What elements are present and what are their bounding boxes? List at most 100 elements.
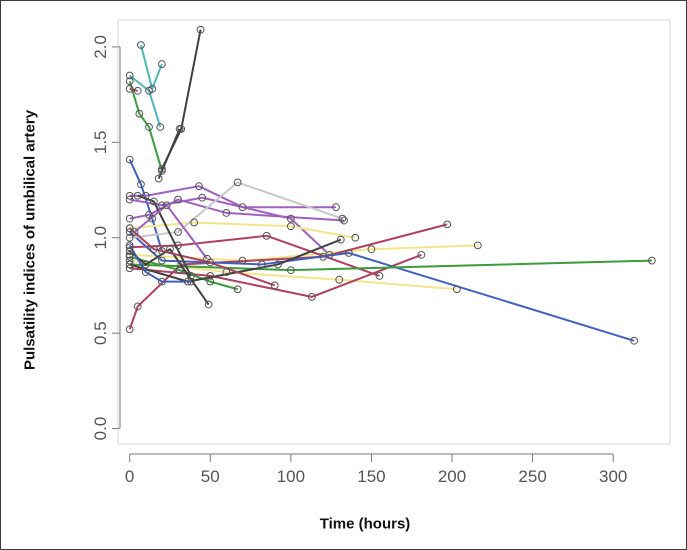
data-point: [125, 228, 134, 236]
data-point: [135, 109, 144, 118]
data-point: [137, 180, 145, 189]
data-point: [262, 231, 271, 240]
data-point: [125, 191, 134, 200]
data-point: [647, 256, 656, 265]
y-tick-label: 1.0: [91, 226, 110, 250]
data-point: [203, 254, 211, 263]
series-line-5: [157, 128, 181, 179]
data-point: [125, 252, 134, 261]
data-point: [174, 195, 182, 204]
data-point: [196, 25, 205, 34]
data-point: [198, 193, 207, 202]
x-tick-label: 200: [438, 467, 466, 486]
data-point: [166, 245, 174, 254]
data-point: [125, 264, 134, 273]
data-point: [452, 285, 461, 294]
series-line-13: [129, 259, 457, 291]
data-point: [125, 247, 134, 255]
data-point: [233, 178, 242, 187]
data-point: [156, 123, 165, 131]
data-point: [125, 155, 134, 164]
data-point: [141, 191, 150, 200]
data-point: [145, 123, 153, 131]
data-point: [351, 233, 360, 242]
data-point: [183, 277, 192, 286]
data-point: [158, 247, 166, 255]
x-tick-label: 150: [357, 467, 385, 486]
x-tick-label: 250: [518, 467, 546, 486]
data-point: [367, 245, 376, 254]
data-point: [149, 197, 158, 206]
data-point: [125, 224, 134, 233]
data-point: [336, 235, 345, 244]
y-tick-label: 0.0: [91, 417, 110, 441]
data-point: [222, 268, 231, 276]
data-point: [158, 60, 166, 68]
data-point: [174, 228, 182, 236]
data-point: [340, 216, 348, 225]
data-point: [130, 228, 139, 236]
data-point: [158, 256, 166, 265]
x-tick-label: 0: [125, 467, 134, 486]
data-point: [145, 210, 153, 219]
series-line-3: [128, 80, 163, 172]
data-point: [286, 214, 295, 223]
y-tick-label: 2.0: [91, 35, 110, 59]
series-line-11: [129, 221, 356, 239]
series-line-20: [129, 238, 342, 283]
data-point: [125, 195, 134, 204]
data-point: [204, 300, 213, 309]
data-point: [125, 260, 134, 269]
data-point: [125, 71, 134, 80]
data-point: [187, 277, 195, 286]
data-point: [338, 214, 347, 223]
data-point: [187, 271, 195, 280]
data-point: [125, 77, 134, 86]
data-point: [137, 41, 145, 49]
data-point: [257, 260, 266, 269]
x-tick-label: 50: [201, 467, 220, 486]
series-line-24: [128, 244, 191, 283]
y-axis-label: Pulsatility indices of umbilical artery: [21, 109, 39, 371]
data-point: [238, 256, 247, 265]
data-point: [417, 250, 426, 259]
data-point: [473, 241, 482, 250]
series-line-10: [129, 198, 345, 222]
y-tick-label: 0.5: [91, 321, 110, 345]
data-point: [133, 191, 142, 200]
data-point: [125, 84, 134, 93]
x-tick-label: 100: [277, 467, 305, 486]
series-line-1: [129, 74, 162, 128]
series-line-4: [161, 29, 202, 170]
series-line-15: [129, 253, 422, 298]
plot-box: [117, 19, 671, 445]
data-point: [125, 233, 134, 242]
data-point: [158, 165, 166, 173]
data-point: [222, 209, 231, 217]
series-line-2: [139, 44, 163, 90]
data-point: [141, 268, 150, 276]
data-point: [238, 203, 247, 212]
points-group: [125, 25, 656, 345]
data-point: [344, 249, 353, 257]
data-point: [158, 201, 166, 210]
data-point: [286, 266, 295, 275]
data-point: [158, 277, 166, 286]
data-point: [133, 302, 142, 311]
data-point: [174, 241, 182, 250]
series-line-18: [129, 259, 652, 272]
series-line-21: [129, 181, 343, 239]
data-point: [125, 325, 134, 334]
series-line-6: [129, 87, 138, 92]
data-point: [125, 256, 134, 265]
data-point: [319, 252, 327, 261]
data-point: [148, 84, 157, 93]
data-point: [175, 125, 184, 133]
data-point: [375, 271, 384, 280]
series-line-26: [133, 204, 208, 260]
data-point: [274, 260, 282, 269]
y-tick-label: 1.5: [91, 130, 110, 154]
data-point: [630, 336, 639, 345]
data-point: [307, 292, 316, 301]
